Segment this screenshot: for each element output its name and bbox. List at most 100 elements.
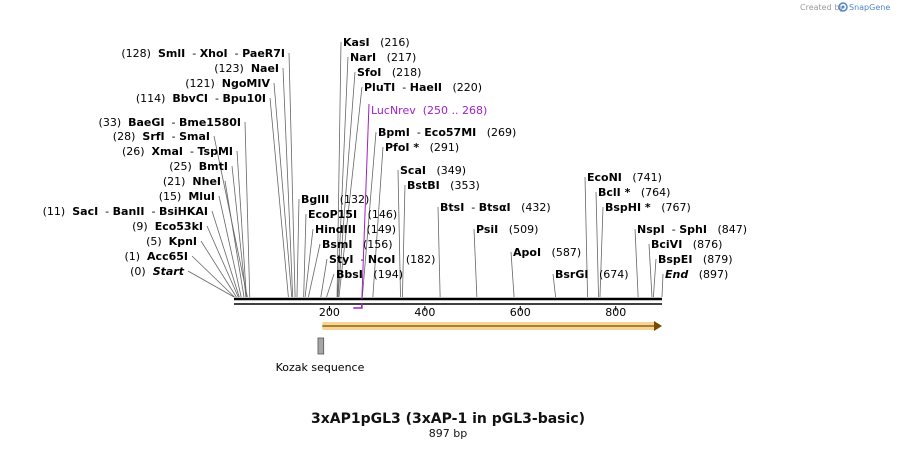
site-leader xyxy=(552,273,556,298)
site-leader xyxy=(191,255,235,298)
enzyme-name: BciVI xyxy=(651,238,682,251)
enzyme-name: EcoP15I xyxy=(308,208,357,221)
site-label-hindiii: HindIII (149) xyxy=(315,223,396,236)
enzyme-name: Bme1580I xyxy=(179,116,241,129)
enzyme-name: NarI xyxy=(350,51,376,64)
enzyme-name: SphI xyxy=(679,223,707,236)
enzyme-name: StyI xyxy=(329,253,353,266)
site-label-mlui: (15) MluI xyxy=(159,190,215,203)
site-label-bstbi: BstBI (353) xyxy=(407,179,480,192)
enzyme-name: MluI xyxy=(188,190,215,203)
kozak-feature: Kozak sequence xyxy=(276,337,365,374)
site-position: (674) xyxy=(599,268,629,281)
site-position: (741) xyxy=(632,171,662,184)
site-leader xyxy=(372,146,384,298)
site-leader xyxy=(473,228,478,298)
enzyme-name: NspI xyxy=(637,223,665,236)
enzyme-name: BanII xyxy=(113,205,145,218)
site-position: (353) xyxy=(450,179,480,192)
site-label-bbsi: BbsI (194) xyxy=(336,268,403,281)
enzyme-name: HindIII xyxy=(315,223,356,236)
enzyme-name: Acc65I xyxy=(147,250,188,263)
credit-prefix: Created by xyxy=(800,3,844,12)
enzyme-name: BbvCI xyxy=(172,92,208,105)
map-title: 3xAP1pGL3 (3xAP-1 in pGL3-basic) xyxy=(311,411,585,427)
site-label-ngomiv: (121) NgoMIV xyxy=(185,77,270,90)
enzyme-name: TspMI xyxy=(197,145,233,158)
site-leader xyxy=(648,243,653,298)
site-position: (269) xyxy=(487,126,517,139)
site-position: (847) xyxy=(717,223,747,236)
enzyme-name: BbsI xyxy=(336,268,363,281)
site-label-nhei: (21) NheI xyxy=(163,175,221,188)
enzyme-name: SmlI xyxy=(158,47,185,60)
site-label-kasi: KasI (216) xyxy=(343,36,410,49)
site-label-sfoi: SfoI (218) xyxy=(357,66,421,79)
enzyme-name: XhoI xyxy=(200,47,228,60)
site-position: (764) xyxy=(641,186,671,199)
site-label-btsi: BtsI - BtsαI (432) xyxy=(440,201,551,214)
site-label-baegi: (33) BaeGI - Bme1580I xyxy=(99,116,241,129)
enzyme-name: Start xyxy=(153,265,185,278)
site-leader xyxy=(337,56,349,298)
primer-lucnrev: LucNrev (250 .. 268) xyxy=(353,103,487,309)
site-position: (897) xyxy=(699,268,729,281)
site-label-srfi: (28) SrfI - SmaI xyxy=(113,130,210,143)
site-label-naei: (123) NaeI xyxy=(214,62,279,75)
kozak-label: Kozak sequence xyxy=(276,361,365,374)
site-position: (349) xyxy=(436,164,466,177)
enzyme-name: NgoMIV xyxy=(222,77,271,90)
site-label-styi: StyI - NcoI (182) xyxy=(329,253,435,266)
site-label-bglii: BglII (132) xyxy=(301,193,369,206)
site-leader xyxy=(397,169,401,298)
site-label-bspei: BspEI (879) xyxy=(658,253,733,266)
site-position: (587) xyxy=(552,246,582,259)
axis-tick-label: 600 xyxy=(510,306,531,319)
site-leader xyxy=(296,198,300,298)
site-position: (146) xyxy=(368,208,398,221)
enzyme-name: SmaI xyxy=(179,130,210,143)
site-leader xyxy=(338,86,363,298)
enzyme-name: PsiI xyxy=(476,223,498,236)
orf-arrow xyxy=(322,321,662,331)
site-position: (218) xyxy=(392,66,422,79)
enzyme-name: BsiHKAI xyxy=(159,205,208,218)
enzyme-name: PfoI * xyxy=(385,141,419,154)
site-leader xyxy=(236,150,247,298)
enzyme-name: NheI xyxy=(192,175,221,188)
enzyme-name: BaeGI xyxy=(128,116,164,129)
enzyme-name: End xyxy=(665,268,688,281)
site-position: (156) xyxy=(363,238,393,251)
site-leader xyxy=(211,210,240,298)
orf-arrowhead xyxy=(654,321,662,331)
site-leader xyxy=(187,270,235,298)
enzyme-name: SrfI xyxy=(142,130,164,143)
enzyme-name: SfoI xyxy=(357,66,381,79)
site-position: (291) xyxy=(430,141,460,154)
enzyme-name: BglII xyxy=(301,193,329,206)
site-leader xyxy=(273,82,293,298)
site-position: (149) xyxy=(366,223,396,236)
site-leader xyxy=(653,258,657,298)
axis-tick-label: 800 xyxy=(605,306,626,319)
site-label-smli: (128) SmlI - XhoI - PaeR7I xyxy=(121,47,285,60)
site-leader xyxy=(336,41,342,298)
enzyme-name: BsmI xyxy=(322,238,353,251)
site-leader xyxy=(224,180,245,298)
site-position: (216) xyxy=(380,36,410,49)
site-label-ecop15i: EcoP15I (146) xyxy=(308,208,397,221)
primer-name: LucNrev xyxy=(371,104,416,117)
enzyme-name: NcoI xyxy=(368,253,395,266)
enzyme-name: PaeR7I xyxy=(242,47,285,60)
site-position: (114) xyxy=(136,92,166,105)
site-leader xyxy=(661,273,664,298)
site-label-pluti: PluTI - HaeII (220) xyxy=(364,81,482,94)
site-leader xyxy=(218,195,242,298)
site-position: (33) xyxy=(99,116,122,129)
site-position: (28) xyxy=(113,130,136,143)
enzyme-name: Eco53kI xyxy=(155,220,203,233)
site-label-bsmi: BsmI (156) xyxy=(322,238,393,251)
enzyme-name: XmaI xyxy=(152,145,183,158)
site-label-pfoi: PfoI * (291) xyxy=(385,141,459,154)
snapgene-logo-icon xyxy=(838,2,848,12)
